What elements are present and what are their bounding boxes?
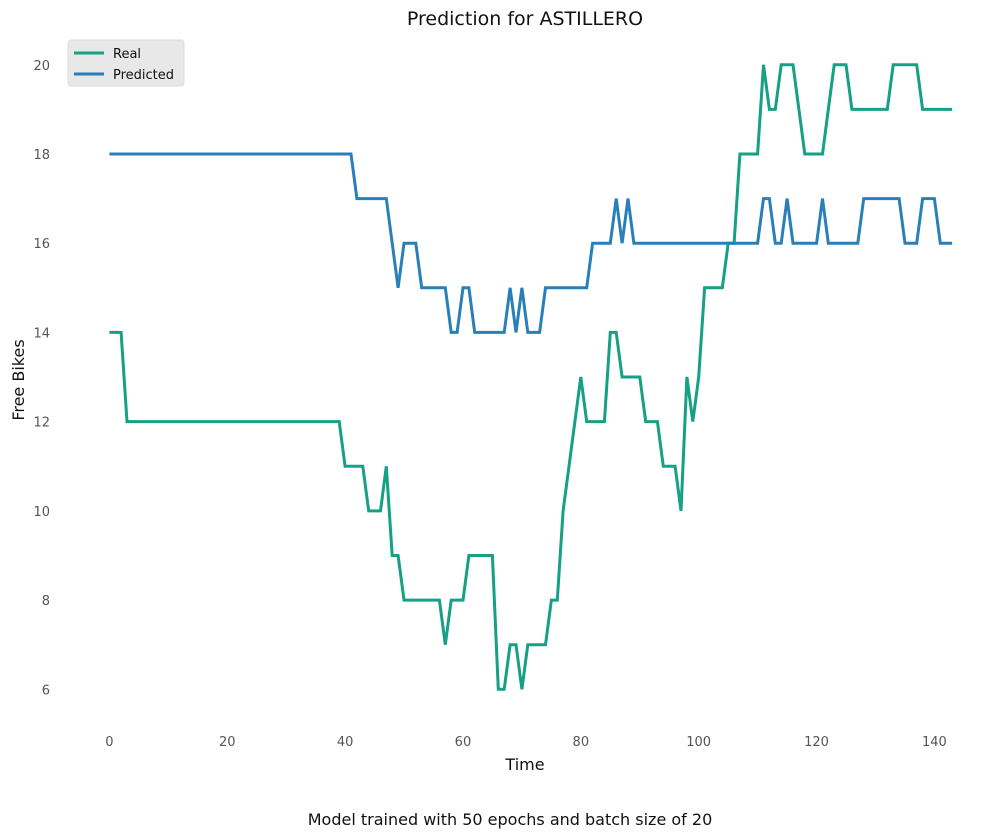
legend: Real Predicted [67,39,185,87]
series-line-real [109,63,953,691]
legend-label-real: Real [113,47,141,62]
y-tick-label: 8 [42,594,50,609]
x-axis-label: Time [504,755,544,774]
x-tick-label: 20 [219,735,236,750]
y-tick-label: 18 [33,148,50,163]
x-axis-ticks: 0 20 40 60 80 100 120 140 [105,735,947,750]
y-tick-label: 14 [33,326,50,341]
series-line-predicted [109,152,953,334]
y-axis-ticks: 6 8 10 12 14 16 18 20 [33,59,50,699]
chart-title: Prediction for ASTILLERO [407,8,643,30]
x-tick-label: 0 [105,735,113,750]
y-tick-label: 12 [33,416,50,431]
x-tick-label: 120 [804,735,829,750]
y-tick-label: 20 [33,59,50,74]
x-tick-label: 140 [922,735,947,750]
x-tick-label: 80 [573,735,590,750]
legend-label-predicted: Predicted [113,68,174,83]
y-axis-label: Free Bikes [9,339,28,420]
chart-caption: Model trained with 50 epochs and batch s… [308,810,713,829]
x-tick-label: 60 [455,735,472,750]
x-tick-label: 40 [337,735,354,750]
y-tick-label: 10 [33,505,50,520]
x-tick-label: 100 [686,735,711,750]
y-tick-label: 6 [42,683,50,698]
series-lines [109,63,953,691]
y-tick-label: 16 [33,237,50,252]
